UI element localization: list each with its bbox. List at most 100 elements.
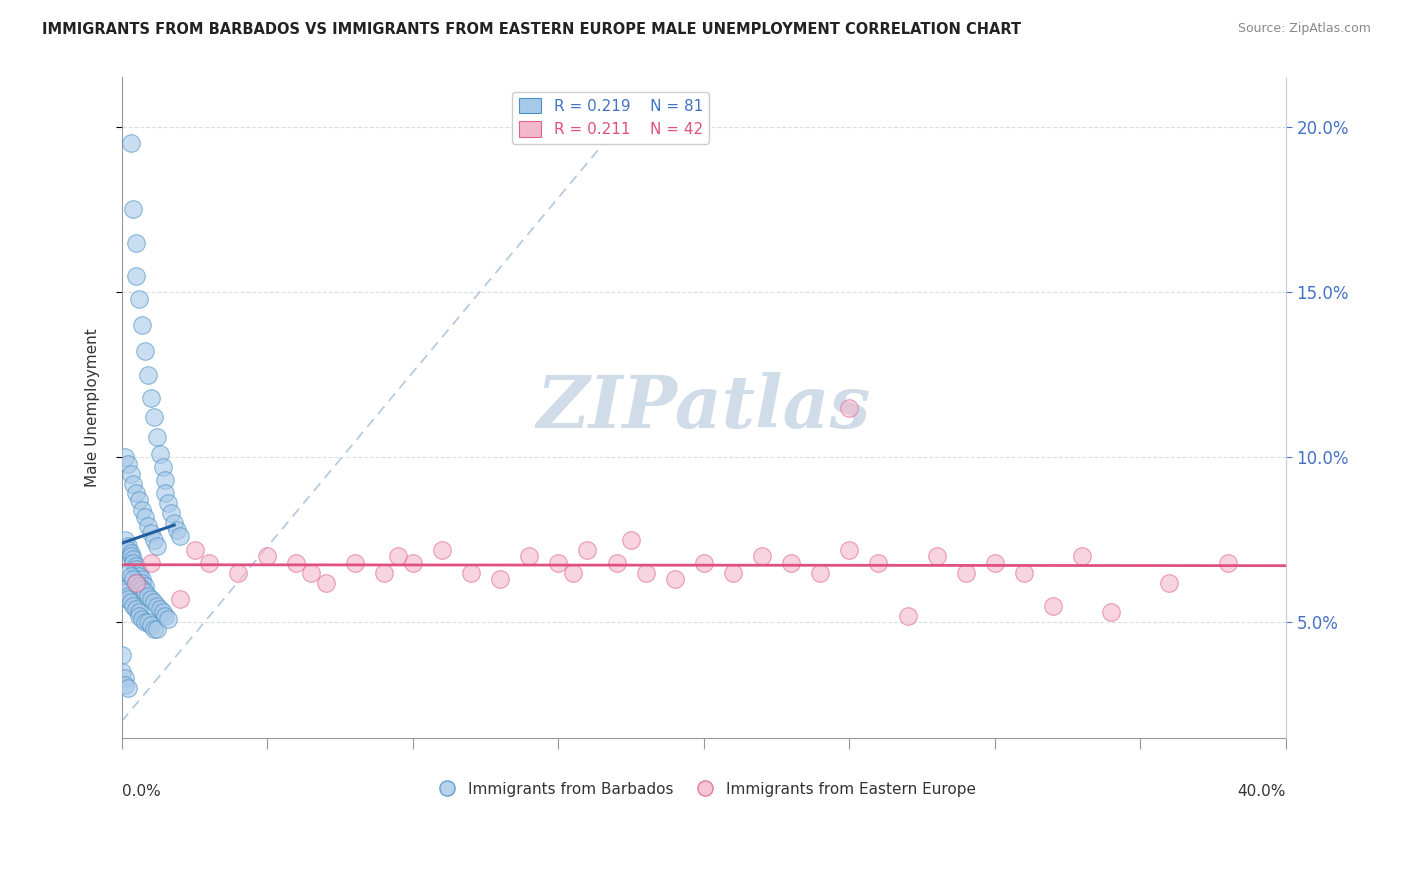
Point [751, 549, 773, 563]
Point [122, 556, 145, 570]
Point [120, 549, 142, 563]
Point [117, 566, 139, 580]
Point [155, 473, 177, 487]
Point [561, 566, 583, 580]
Point [163, 516, 186, 530]
Point [122, 599, 145, 613]
Point [117, 592, 139, 607]
Point [131, 582, 153, 596]
Point [134, 579, 156, 593]
Point [984, 556, 1007, 570]
Point [114, 582, 136, 596]
Point [139, 556, 162, 570]
Point [134, 344, 156, 359]
Point [1012, 566, 1035, 580]
Point [136, 368, 159, 382]
Point [136, 519, 159, 533]
Point [925, 549, 948, 563]
Point [155, 486, 177, 500]
Point [145, 622, 167, 636]
Text: ZIPatlas: ZIPatlas [537, 372, 870, 443]
Point [166, 523, 188, 537]
Point [155, 608, 177, 623]
Point [157, 496, 180, 510]
Point [285, 556, 308, 570]
Point [1099, 605, 1122, 619]
Point [160, 506, 183, 520]
Point [125, 575, 148, 590]
Point [125, 575, 148, 590]
Point [128, 579, 150, 593]
Point [131, 575, 153, 590]
Point [868, 556, 890, 570]
Point [547, 556, 569, 570]
Point [139, 592, 162, 607]
Point [134, 615, 156, 630]
Point [693, 556, 716, 570]
Point [139, 391, 162, 405]
Point [117, 457, 139, 471]
Point [149, 602, 172, 616]
Point [134, 585, 156, 599]
Point [256, 549, 278, 563]
Point [111, 665, 134, 679]
Point [517, 549, 540, 563]
Point [125, 235, 148, 250]
Point [125, 559, 148, 574]
Point [114, 585, 136, 599]
Y-axis label: Male Unemployment: Male Unemployment [86, 328, 100, 487]
Point [198, 556, 221, 570]
Point [142, 410, 165, 425]
Point [128, 605, 150, 619]
Text: Source: ZipAtlas.com: Source: ZipAtlas.com [1237, 22, 1371, 36]
Point [120, 467, 142, 481]
Point [114, 678, 136, 692]
Point [1071, 549, 1094, 563]
Point [169, 529, 191, 543]
Point [780, 556, 803, 570]
Point [142, 533, 165, 547]
Point [152, 460, 174, 475]
Point [955, 566, 977, 580]
Text: 0.0%: 0.0% [122, 784, 160, 799]
Point [149, 447, 172, 461]
Point [664, 572, 686, 586]
Point [122, 572, 145, 586]
Point [120, 546, 142, 560]
Point [152, 605, 174, 619]
Point [128, 569, 150, 583]
Point [117, 542, 139, 557]
Point [169, 592, 191, 607]
Point [122, 476, 145, 491]
Point [111, 648, 134, 663]
Point [430, 542, 453, 557]
Point [120, 595, 142, 609]
Point [460, 566, 482, 580]
Point [226, 566, 249, 580]
Point [114, 533, 136, 547]
Text: IMMIGRANTS FROM BARBADOS VS IMMIGRANTS FROM EASTERN EUROPE MALE UNEMPLOYMENT COR: IMMIGRANTS FROM BARBADOS VS IMMIGRANTS F… [42, 22, 1021, 37]
Point [183, 542, 205, 557]
Point [131, 612, 153, 626]
Point [131, 572, 153, 586]
Point [620, 533, 643, 547]
Point [489, 572, 512, 586]
Point [125, 602, 148, 616]
Point [315, 575, 337, 590]
Point [114, 671, 136, 685]
Point [128, 608, 150, 623]
Point [808, 566, 831, 580]
Point [125, 268, 148, 283]
Point [387, 549, 409, 563]
Text: 40.0%: 40.0% [1237, 784, 1286, 799]
Point [131, 318, 153, 332]
Point [721, 566, 744, 580]
Legend: Immigrants from Barbados, Immigrants from Eastern Europe: Immigrants from Barbados, Immigrants fro… [426, 775, 981, 803]
Point [838, 542, 860, 557]
Point [576, 542, 599, 557]
Point [120, 136, 142, 151]
Point [128, 566, 150, 580]
Point [1042, 599, 1064, 613]
Point [134, 509, 156, 524]
Point [343, 556, 366, 570]
